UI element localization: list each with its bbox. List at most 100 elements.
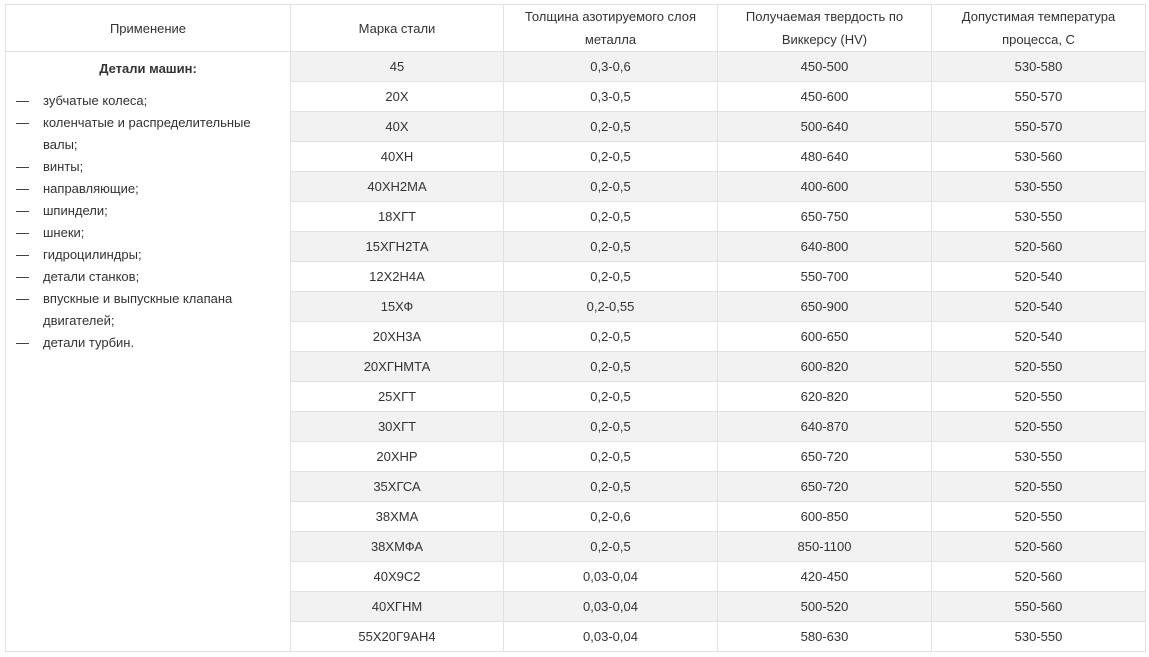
- header-cell: Применение: [5, 4, 291, 52]
- dash-line: [16, 167, 29, 168]
- cell: 520-550: [931, 351, 1146, 382]
- cell: 20Х: [290, 81, 504, 112]
- dash-line: [16, 211, 29, 212]
- dash-line: [16, 233, 29, 234]
- cell: 0,03-0,04: [503, 561, 718, 592]
- cell: 530-550: [931, 171, 1146, 202]
- cell: 620-820: [717, 381, 932, 412]
- dash: [16, 156, 43, 178]
- cell: 600-650: [717, 321, 932, 352]
- cell: 520-550: [931, 501, 1146, 532]
- steel-table: Применение Марка стали Толщина азотируемог…: [5, 4, 1146, 652]
- cell: 0,3-0,6: [503, 51, 718, 82]
- cell: 520-550: [931, 381, 1146, 412]
- cell: 650-900: [717, 291, 932, 322]
- cell: 30ХГТ: [290, 411, 504, 442]
- cell: 15ХГН2ТА: [290, 231, 504, 262]
- cell: 0,2-0,5: [503, 261, 718, 292]
- cell: 520-540: [931, 261, 1146, 292]
- cell: 0,2-0,5: [503, 201, 718, 232]
- cell: 20ХНР: [290, 441, 504, 472]
- dash: [16, 288, 43, 332]
- item-text: коленчатые и распределительные валы;: [43, 115, 251, 152]
- cell: 40Х9С2: [290, 561, 504, 592]
- list-item: шпиндели;: [16, 200, 280, 222]
- dash: [16, 332, 43, 354]
- cell: 25ХГТ: [290, 381, 504, 412]
- list-item: детали турбин.: [16, 332, 280, 354]
- cell: 0,03-0,04: [503, 591, 718, 622]
- cell: 55Х20Г9АН4: [290, 621, 504, 652]
- cell: 0,2-0,55: [503, 291, 718, 322]
- cell: 38ХМА: [290, 501, 504, 532]
- cell: 0,2-0,5: [503, 141, 718, 172]
- dash-line: [16, 277, 29, 278]
- cell: 450-500: [717, 51, 932, 82]
- table-row: 40Х9С2 0,03-0,04 420-450 520-560: [6, 561, 1146, 592]
- cell: 640-800: [717, 231, 932, 262]
- cell: 520-550: [931, 411, 1146, 442]
- cell: 600-820: [717, 351, 932, 382]
- cell: 530-550: [931, 621, 1146, 652]
- cell: 520-550: [931, 471, 1146, 502]
- cell: 40Х: [290, 111, 504, 142]
- list-item: впускные и выпускные клапана двигателей;: [16, 288, 280, 332]
- list-item: винты;: [16, 156, 280, 178]
- item-text: шпиндели;: [43, 203, 108, 218]
- item-text: детали турбин.: [43, 335, 135, 350]
- cell: 20ХГНМТА: [290, 351, 504, 382]
- cell: 0,2-0,5: [503, 531, 718, 562]
- header-row: Применение Марка стали Толщина азотируемог…: [5, 4, 1146, 52]
- cell: 0,03-0,04: [503, 621, 718, 652]
- cell: 850-1100: [717, 531, 932, 562]
- cell: 530-580: [931, 51, 1146, 82]
- cell: 650-720: [717, 471, 932, 502]
- dash: [16, 178, 43, 200]
- cell: 0,2-0,5: [503, 321, 718, 352]
- dash-line: [16, 299, 29, 300]
- cell: 0,2-0,5: [503, 381, 718, 412]
- cell: 18ХГТ: [290, 201, 504, 232]
- item-text: винты;: [43, 159, 84, 174]
- cell: 0,2-0,5: [503, 231, 718, 262]
- table-row: 40ХН2МА 0,2-0,5 400-600 530-550: [6, 171, 1146, 202]
- item-text: направляющие;: [43, 181, 139, 196]
- list-item: зубчатые колеса;: [16, 90, 280, 112]
- dash-line: [16, 101, 29, 102]
- list-item: гидроцилиндры;: [16, 244, 280, 266]
- cell: 45: [290, 51, 504, 82]
- cell: 0,2-0,5: [503, 471, 718, 502]
- list-item: направляющие;: [16, 178, 280, 200]
- cell: 0,2-0,5: [503, 351, 718, 382]
- item-text: впускные и выпускные клапана двигателей;: [43, 291, 233, 328]
- dash: [16, 90, 43, 112]
- table-row: 15ХФ 0,2-0,55 650-900 520-540: [6, 291, 1146, 322]
- cell: 650-720: [717, 441, 932, 472]
- dash: [16, 200, 43, 222]
- table-body: Детали машин: зубчатые колеса; коленчатые …: [5, 51, 1146, 652]
- cell: 400-600: [717, 171, 932, 202]
- cell: 20ХН3А: [290, 321, 504, 352]
- cell: 12Х2Н4А: [290, 261, 504, 292]
- dash: [16, 244, 43, 266]
- table-row: 38ХМФА 0,2-0,5 850-1100 520-560: [6, 531, 1146, 562]
- header-cell: Толщина азотируемого слоя металла: [503, 4, 718, 52]
- list-item: детали станков;: [16, 266, 280, 288]
- table-row: 20ХГНМТА 0,2-0,5 600-820 520-550: [6, 351, 1146, 382]
- cell: 530-550: [931, 441, 1146, 472]
- cell: 480-640: [717, 141, 932, 172]
- header-cell: Марка стали: [290, 4, 504, 52]
- cell: 650-750: [717, 201, 932, 232]
- table-row: 18ХГТ 0,2-0,5 650-750 530-550: [6, 201, 1146, 232]
- cell: 580-630: [717, 621, 932, 652]
- cell: 500-520: [717, 591, 932, 622]
- table-row: 30ХГТ 0,2-0,5 640-870 520-550: [6, 411, 1146, 442]
- dash-line: [16, 343, 29, 344]
- table-row: Детали машин: зубчатые колеса; коленчатые …: [5, 51, 1146, 652]
- cell: 35ХГСА: [290, 471, 504, 502]
- dash: [16, 222, 43, 244]
- dash-line: [16, 123, 29, 124]
- cell: 15ХФ: [290, 291, 504, 322]
- cell: 640-870: [717, 411, 932, 442]
